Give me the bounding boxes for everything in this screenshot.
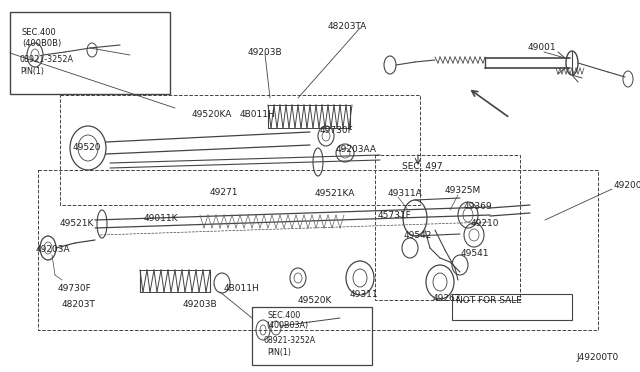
Text: 45731F: 45731F <box>378 211 412 220</box>
Text: 49325M: 49325M <box>445 186 481 195</box>
Text: 49271: 49271 <box>210 188 239 197</box>
Text: 49730F: 49730F <box>58 284 92 293</box>
Text: 49203AA: 49203AA <box>336 145 377 154</box>
Text: 49203B: 49203B <box>248 48 283 57</box>
Text: SEC.400: SEC.400 <box>22 28 57 37</box>
Text: 49520KA: 49520KA <box>192 110 232 119</box>
Text: 49011K: 49011K <box>144 214 179 223</box>
Text: 4B011H: 4B011H <box>224 284 260 293</box>
Text: 49369: 49369 <box>464 202 493 211</box>
Text: 49730F: 49730F <box>320 126 354 135</box>
Bar <box>375 155 520 300</box>
Text: 49521K: 49521K <box>60 219 94 228</box>
Text: NOT FOR SALE: NOT FOR SALE <box>456 296 522 305</box>
Text: 48203TA: 48203TA <box>328 22 367 31</box>
Text: 49200: 49200 <box>614 181 640 190</box>
Text: 49542: 49542 <box>404 231 433 240</box>
Bar <box>38 170 598 330</box>
Text: 08921-3252A: 08921-3252A <box>264 336 316 345</box>
Bar <box>10 12 170 94</box>
Bar <box>452 294 572 320</box>
Bar <box>60 95 420 205</box>
Text: 49210: 49210 <box>471 219 499 228</box>
Text: PIN(1): PIN(1) <box>267 348 291 357</box>
Text: 49521KA: 49521KA <box>315 189 355 198</box>
Text: (400B0B): (400B0B) <box>22 39 61 48</box>
Text: 49520K: 49520K <box>298 296 332 305</box>
Text: 08921-3252A: 08921-3252A <box>20 55 74 64</box>
Text: 49541: 49541 <box>461 249 490 258</box>
Text: SEC. 497: SEC. 497 <box>402 162 442 171</box>
Text: SEC.400: SEC.400 <box>268 311 301 320</box>
Bar <box>252 307 372 365</box>
Text: (400B03A): (400B03A) <box>266 321 308 330</box>
Text: 49311A: 49311A <box>388 189 423 198</box>
Text: 49203A: 49203A <box>36 244 70 253</box>
Text: 49203B: 49203B <box>183 300 218 309</box>
Text: 4B011H: 4B011H <box>240 110 276 119</box>
Text: PIN(1): PIN(1) <box>20 67 44 76</box>
Text: 49262: 49262 <box>433 294 461 303</box>
Text: 49311: 49311 <box>350 290 379 299</box>
Text: J49200T0: J49200T0 <box>576 353 618 362</box>
Text: 48203T: 48203T <box>62 300 96 309</box>
Text: 49001: 49001 <box>528 43 557 52</box>
Text: 49520: 49520 <box>73 144 102 153</box>
